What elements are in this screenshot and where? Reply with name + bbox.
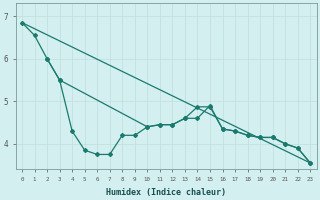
X-axis label: Humidex (Indice chaleur): Humidex (Indice chaleur) (106, 188, 226, 197)
